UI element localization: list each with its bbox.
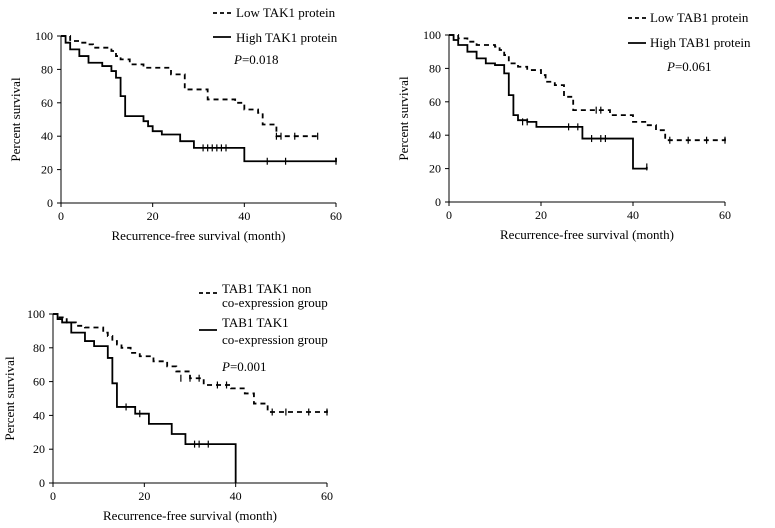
- legend-label: High TAK1 protein: [236, 30, 338, 45]
- x-tick-label: 40: [627, 208, 639, 222]
- x-tick-label: 20: [138, 489, 150, 503]
- y-tick-label: 100: [35, 29, 53, 43]
- x-tick-label: 60: [330, 209, 342, 223]
- legend-label-line: co-expression group: [222, 295, 328, 310]
- x-tick-label: 20: [535, 208, 547, 222]
- x-axis-label: Recurrence-free survival (month): [112, 228, 286, 243]
- y-tick-label: 60: [41, 96, 53, 110]
- x-tick-label: 0: [446, 208, 452, 222]
- y-axis-label: Percent survival: [396, 76, 411, 161]
- survival-curve-dashed: [61, 35, 318, 138]
- y-axis-label: Percent survival: [2, 356, 17, 441]
- survival-curve-solid: [53, 313, 237, 483]
- legend-label: Low TAK1 protein: [236, 5, 336, 20]
- x-tick-label: 40: [230, 489, 242, 503]
- y-tick-label: 0: [47, 196, 53, 210]
- y-tick-label: 100: [27, 307, 45, 321]
- x-tick-label: 60: [321, 489, 333, 503]
- x-axis-label: Recurrence-free survival (month): [500, 227, 674, 242]
- x-tick-label: 60: [719, 208, 731, 222]
- survival-curve-solid: [449, 34, 648, 170]
- x-axis-label: Recurrence-free survival (month): [103, 508, 277, 523]
- survival-curve-dashed: [449, 34, 726, 142]
- x-tick-label: 0: [58, 209, 64, 223]
- survival-curve-solid: [61, 35, 337, 163]
- y-tick-label: 80: [33, 341, 45, 355]
- y-tick-label: 80: [429, 61, 441, 75]
- legend-label-line: co-expression group: [222, 332, 328, 347]
- x-tick-label: 20: [147, 209, 159, 223]
- y-tick-label: 80: [41, 62, 53, 76]
- p-value-annotation: P=0.018: [233, 52, 279, 67]
- legend-label-line: TAB1 TAK1 non: [222, 281, 312, 296]
- y-tick-label: 20: [41, 163, 53, 177]
- y-tick-label: 0: [435, 195, 441, 209]
- y-tick-label: 0: [39, 476, 45, 490]
- y-tick-label: 20: [33, 442, 45, 456]
- y-tick-label: 60: [33, 375, 45, 389]
- y-tick-label: 40: [33, 408, 45, 422]
- km-panel-tab1: 0 20 40 60 80 100 0 20 40 60 Recurrence-free survi…: [396, 10, 751, 242]
- x-tick-label: 0: [50, 489, 56, 503]
- p-value-annotation: P=0.061: [666, 59, 712, 74]
- legend-label-line: TAB1 TAK1: [222, 315, 289, 330]
- legend-label: High TAB1 protein: [650, 35, 751, 50]
- km-panel-tak1: 0 20 40 60 80 100 0 20 40 60 Recurrence-free survi…: [8, 5, 342, 243]
- km-panel-coexpression: 0 20 40 60 80 100 0 20 40 60 Recurrence-free survi…: [2, 281, 333, 523]
- p-value-annotation: P=0.001: [221, 359, 267, 374]
- y-axis-label: Percent survival: [8, 77, 23, 162]
- y-tick-label: 20: [429, 162, 441, 176]
- y-tick-label: 40: [429, 128, 441, 142]
- y-tick-label: 100: [423, 28, 441, 42]
- x-tick-label: 40: [238, 209, 250, 223]
- y-tick-label: 40: [41, 129, 53, 143]
- legend-label: Low TAB1 protein: [650, 10, 749, 25]
- y-tick-label: 60: [429, 95, 441, 109]
